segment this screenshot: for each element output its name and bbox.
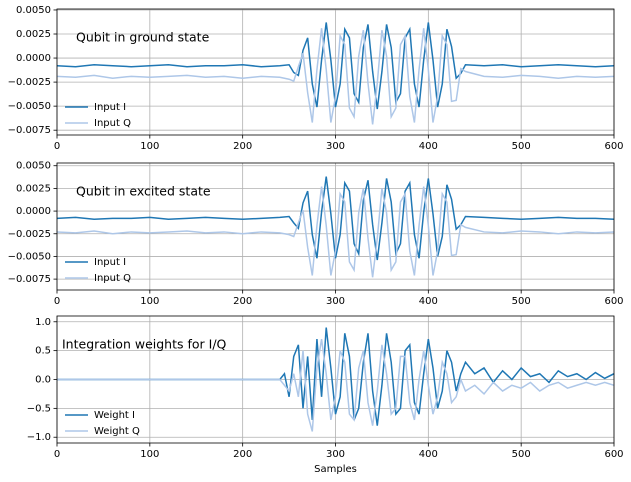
subplot: 0 100 200 300 400 500 600 −0.0075 −0.0050 −0.0025… [8,161,624,307]
x-tick-label: 500 [512,141,531,152]
axes-frame [56,162,615,291]
data-line [57,176,614,261]
x-tick-label: 400 [419,449,438,460]
y-tick-label: 0.0 [35,375,51,386]
x-tick-label: 600 [604,449,623,460]
y-tick-label: 0.0000 [16,206,51,217]
y-tick-label: −0.0050 [8,101,51,112]
x-tick-label: 0 [54,449,60,460]
data-line [57,22,614,110]
subplot: 0 100 200 300 400 500 600 −1.0 −0.5 0.0 0.5 1.0 Inte… [27,315,624,475]
x-tick-label: 300 [326,141,345,152]
plot-area [57,327,614,432]
axes-frame [56,315,615,444]
x-tick-label: 400 [419,141,438,152]
annotation: Qubit in ground state [76,30,210,45]
y-tick-label: 0.0025 [16,29,51,40]
legend-label: Input Q [94,118,131,129]
legend-label: Input I [94,102,126,113]
y-tick-label: 0.0050 [16,5,51,16]
annotation: Qubit in excited state [76,184,211,199]
y-tick-label: −0.0050 [8,251,51,262]
legend-label: Input Q [94,273,131,284]
x-tick-label: 200 [233,449,252,460]
x-tick-label: 200 [233,296,252,307]
data-line [57,28,614,125]
legend-label: Weight I [94,410,135,421]
x-tick-label: 300 [326,296,345,307]
x-tick-label: 0 [54,141,60,152]
x-tick-label: 500 [512,449,531,460]
y-tick-label: −0.0075 [8,125,51,136]
x-tick-label: 300 [326,449,345,460]
x-axis-label: Samples [314,464,357,475]
axes-frame [56,8,615,136]
data-line [57,327,614,426]
plot-area [57,22,614,125]
y-tick-label: −0.0025 [8,77,51,88]
x-tick-label: 600 [604,141,623,152]
y-tick-label: −0.0025 [8,229,51,240]
y-tick-label: 0.5 [35,346,51,357]
data-line [57,338,614,432]
x-tick-label: 100 [140,141,159,152]
data-line [57,186,614,278]
y-tick-label: 1.0 [35,317,51,328]
y-tick-label: 0.0000 [16,53,51,64]
y-tick-label: −1.0 [27,432,51,443]
x-tick-label: 100 [140,296,159,307]
x-tick-label: 100 [140,449,159,460]
legend-label: Weight Q [94,426,140,437]
x-tick-label: 400 [419,296,438,307]
x-tick-label: 500 [512,296,531,307]
x-tick-label: 200 [233,141,252,152]
legend-label: Input I [94,257,126,268]
x-tick-label: 0 [54,296,60,307]
annotation: Integration weights for I/Q [62,337,227,352]
x-tick-label: 600 [604,296,623,307]
y-tick-label: −0.5 [27,403,51,414]
subplot: 0 100 200 300 400 500 600 −0.0075 −0.0050 −0.0025… [8,5,624,152]
y-tick-label: 0.0025 [16,183,51,194]
plot-area [57,176,614,278]
y-tick-label: −0.0075 [8,274,51,285]
y-tick-label: 0.0050 [16,161,51,172]
